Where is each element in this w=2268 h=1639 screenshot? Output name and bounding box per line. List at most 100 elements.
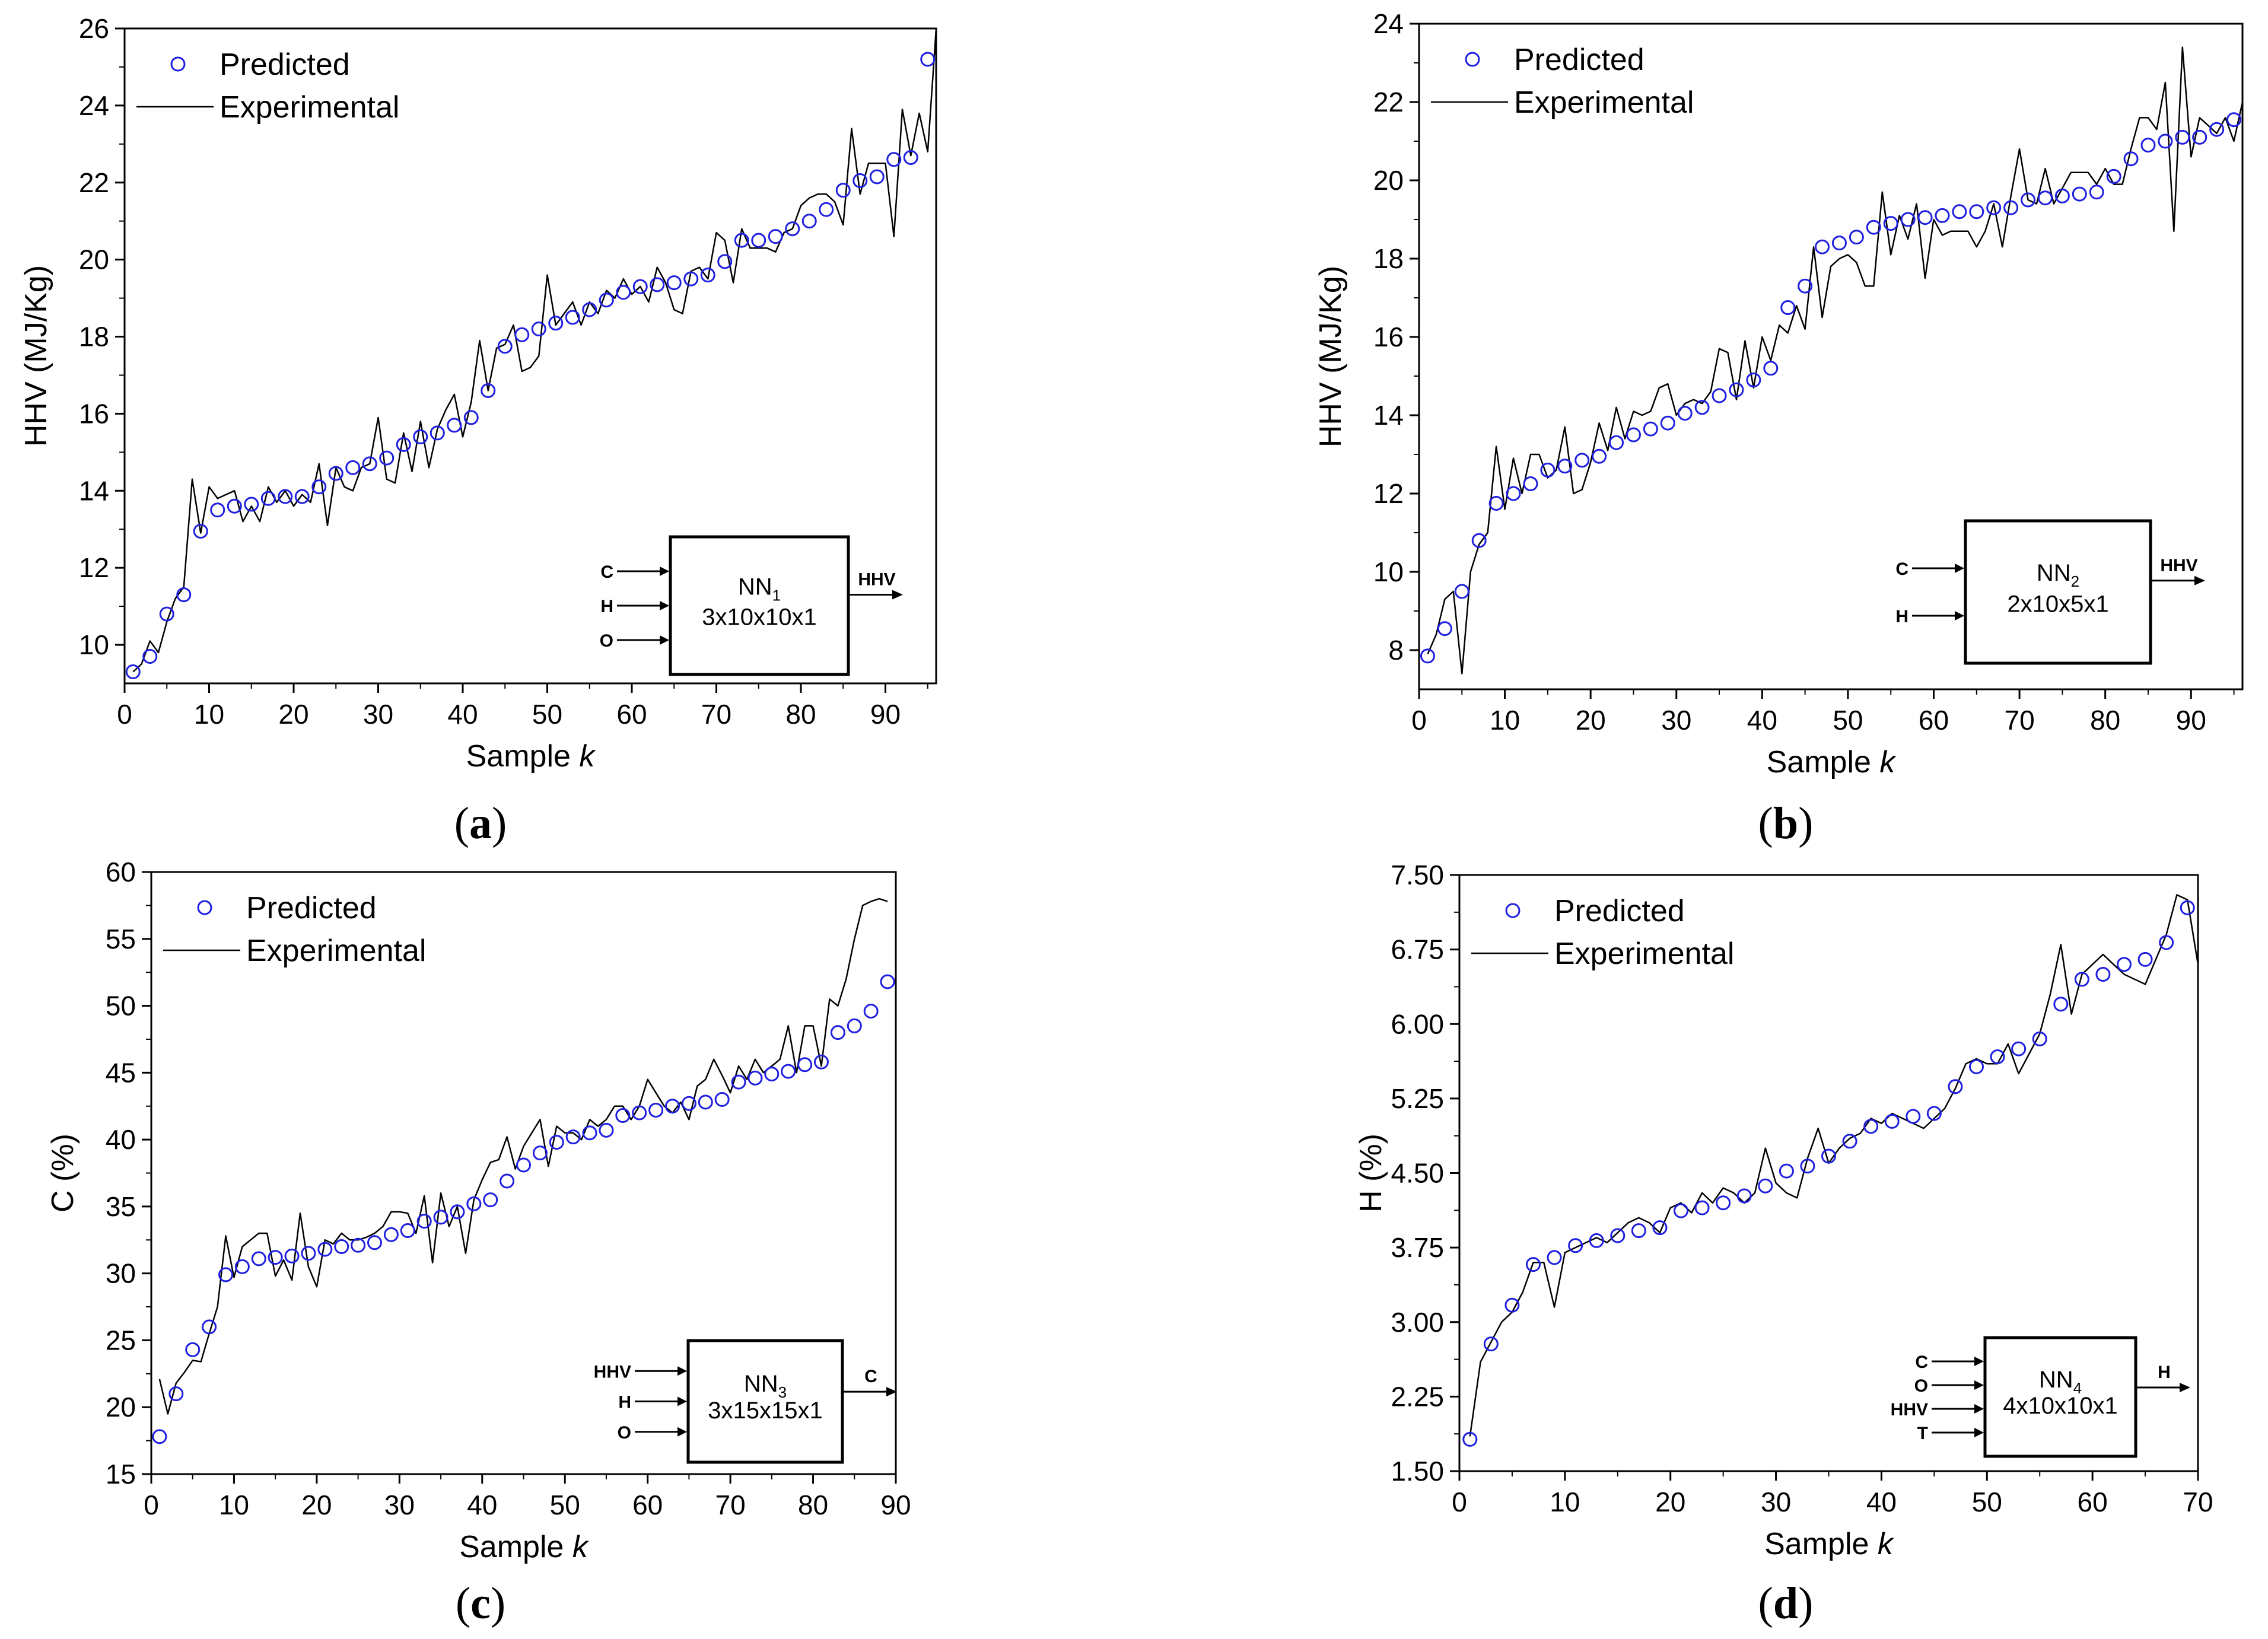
y-tick-label: 15 <box>106 1459 136 1490</box>
predicted-point <box>1643 421 1658 437</box>
output-arrowhead <box>892 590 903 600</box>
network-name-subscript: 1 <box>772 586 781 604</box>
x-tick-label: 50 <box>532 699 562 730</box>
legend-label-predicted: Predicted <box>220 47 350 82</box>
predicted-point <box>317 1242 333 1257</box>
predicted-point <box>1935 208 1950 223</box>
y-tick-label: 6.00 <box>1391 1008 1444 1039</box>
predicted-point <box>2158 133 2173 149</box>
predicted-point <box>747 1070 763 1086</box>
predicted-point <box>251 1251 266 1266</box>
predicted-point <box>152 1429 167 1444</box>
network-box <box>1964 519 2152 665</box>
x-tick-label: 30 <box>363 699 393 730</box>
predicted-point <box>863 1004 879 1019</box>
x-axis-label-italic: k <box>1879 745 1897 779</box>
y-tick-label: 50 <box>106 991 136 1021</box>
predicted-point <box>714 1091 730 1107</box>
x-tick-label: 70 <box>715 1490 746 1520</box>
input-label: C <box>1915 1352 1928 1372</box>
y-tick-label: 6.75 <box>1391 934 1444 965</box>
predicted-point <box>260 491 276 506</box>
predicted-point <box>1952 204 1967 219</box>
x-tick-label: 60 <box>632 1490 663 1520</box>
predicted-point <box>1842 1134 1857 1149</box>
predicted-point <box>234 1259 250 1274</box>
predicted-point <box>681 1096 696 1111</box>
predicted-point <box>284 1248 300 1264</box>
y-tick-label: 30 <box>106 1258 136 1289</box>
predicted-point <box>345 460 361 475</box>
predicted-point <box>1526 1257 1541 1272</box>
legend-label-predicted: Predicted <box>246 891 377 925</box>
predicted-point <box>1631 1223 1646 1239</box>
predicted-point <box>244 497 259 512</box>
y-axis-label: HHV (MJ/Kg) <box>19 265 53 447</box>
y-axis-label: C (%) <box>46 1134 80 1212</box>
output-arrowhead <box>886 1387 897 1397</box>
predicted-point <box>665 1099 680 1114</box>
predicted-point <box>632 1105 647 1121</box>
predicted-point <box>1969 204 1984 219</box>
predicted-point <box>483 1192 498 1208</box>
y-tick-label: 2.25 <box>1391 1381 1444 1412</box>
predicted-point <box>168 1386 184 1402</box>
y-tick-label: 20 <box>79 244 109 275</box>
y-tick-label: 20 <box>1373 165 1404 196</box>
x-tick-label: 10 <box>219 1490 249 1520</box>
predicted-point <box>185 1342 201 1357</box>
predicted-point <box>383 1227 399 1242</box>
predicted-point <box>367 1235 382 1250</box>
input-label: O <box>600 631 613 651</box>
predicted-point <box>650 277 665 292</box>
predicted-point <box>1660 415 1675 431</box>
predicted-point <box>416 1214 432 1229</box>
predicted-point <box>1926 1106 1942 1121</box>
predicted-point <box>500 1173 515 1189</box>
predicted-point <box>1779 1163 1794 1179</box>
predicted-point <box>2032 1031 2047 1046</box>
predicted-point <box>463 410 479 425</box>
y-tick-label: 45 <box>106 1057 136 1088</box>
x-axis-label: Sample k <box>1764 1527 1895 1561</box>
predicted-point <box>125 664 141 680</box>
predicted-point <box>1547 1250 1562 1265</box>
predicted-point <box>1758 1178 1773 1194</box>
network-name: NN3 <box>744 1371 787 1401</box>
x-tick-label: 40 <box>1866 1487 1897 1517</box>
predicted-point <box>227 498 242 514</box>
predicted-point <box>1540 462 1556 478</box>
x-tick-label: 80 <box>785 699 816 730</box>
predicted-point <box>1574 453 1590 468</box>
predicted-point <box>717 254 733 269</box>
predicted-point <box>1969 1059 1984 1074</box>
predicted-point <box>1523 476 1538 491</box>
predicted-point <box>1948 1079 1963 1094</box>
x-tick-label: 70 <box>701 699 731 730</box>
input-label: HHV <box>1891 1400 1928 1420</box>
predicted-point <box>450 1204 465 1220</box>
legend-label-experimental: Experimental <box>220 90 399 125</box>
experimental-line <box>158 898 888 1415</box>
input-arrowhead <box>660 601 669 610</box>
y-tick-label: 3.00 <box>1391 1307 1444 1338</box>
predicted-point <box>1506 486 1521 501</box>
x-axis-label-italic: k <box>1878 1527 1895 1561</box>
predicted-point <box>218 1267 233 1282</box>
predicted-point <box>599 1122 614 1138</box>
output-arrowhead <box>2194 575 2205 585</box>
legend-marker-predicted <box>1505 903 1521 918</box>
x-tick-label: 90 <box>870 699 901 730</box>
predicted-point <box>1483 1336 1499 1352</box>
predicted-point <box>1763 361 1779 376</box>
predicted-point <box>2011 1041 2027 1056</box>
predicted-point <box>2140 138 2156 153</box>
predicted-point <box>1884 1113 1900 1129</box>
predicted-point <box>481 383 496 398</box>
predicted-point <box>797 1057 813 1072</box>
predicted-point <box>1488 496 1504 511</box>
predicted-point <box>531 322 546 337</box>
predicted-point <box>1906 1109 1921 1124</box>
